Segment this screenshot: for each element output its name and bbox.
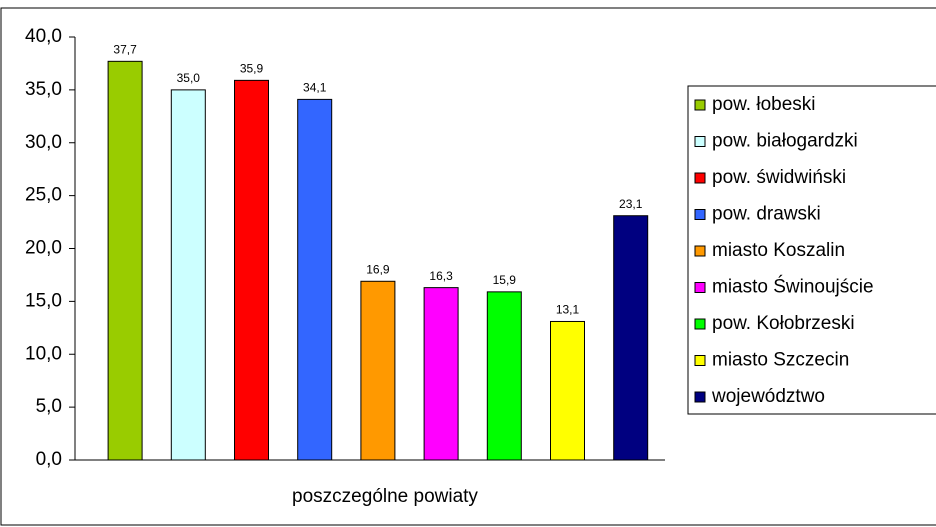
y-tick-label: 10,0 [25,343,62,364]
y-tick-label: 25,0 [25,185,62,206]
bar [613,215,649,461]
bar [423,287,459,461]
bar [550,320,585,461]
data-label: 35,0 [177,71,201,85]
legend-label: pow. łobeski [712,94,816,115]
legend-label: pow. świdwiński [712,167,846,188]
bar [170,89,206,461]
legend-label: miasto Świnoujście [712,276,874,298]
legend-swatch [694,209,706,220]
legend-swatch [694,318,706,330]
bar [234,79,269,461]
legend-label: województwo [711,386,825,407]
x-axis-label: poszczególne powiaty [292,486,478,507]
bar [107,60,143,461]
legend-label: pow. białogardzki [712,131,858,152]
data-label: 16,3 [429,269,453,283]
data-label: 15,9 [493,273,517,287]
legend-swatch [694,136,706,147]
legend-swatch [694,355,706,366]
bar [486,291,522,461]
y-tick-label: 15,0 [25,290,62,311]
y-tick-label: 5,0 [36,396,62,417]
data-label: 16,9 [366,262,390,276]
legend-label: miasto Koszalin [712,240,845,261]
legend-box [687,85,936,415]
legend-label: pow. Kołobrzeski [712,313,855,334]
legend-swatch [694,99,706,111]
y-tick-label: 40,0 [25,26,62,47]
legend-swatch [694,391,706,403]
legend-label: pow. drawski [712,204,821,225]
bar [360,280,396,461]
data-label: 23,1 [619,197,643,211]
data-label: 37,7 [113,42,137,56]
legend-label: miasto Szczecin [712,350,849,371]
legend-swatch [694,172,706,184]
data-label: 35,9 [240,62,264,76]
y-tick-label: 0,0 [36,449,62,470]
data-label: 34,1 [303,81,327,95]
y-tick-label: 20,0 [25,238,62,259]
y-tick-label: 35,0 [25,79,62,100]
bar [297,98,333,461]
data-label: 13,1 [556,303,580,317]
y-tick-label: 30,0 [25,132,62,153]
legend-swatch [694,282,706,293]
legend-swatch [694,245,706,257]
